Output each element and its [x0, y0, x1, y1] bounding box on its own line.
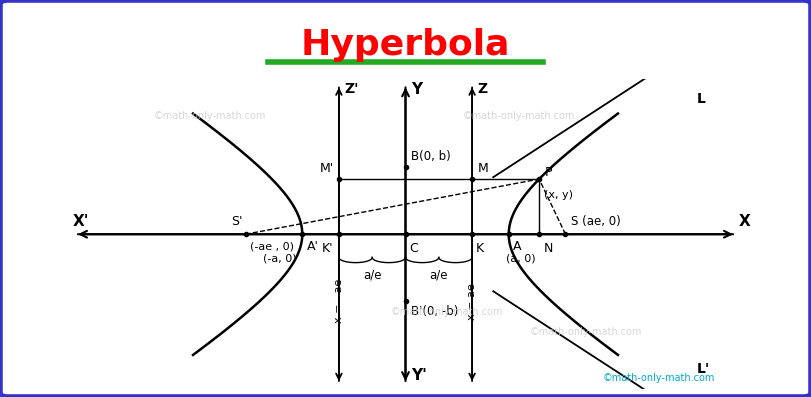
Text: N: N: [543, 242, 552, 255]
Text: L': L': [697, 362, 710, 376]
Text: X': X': [73, 214, 89, 229]
Text: K': K': [322, 242, 334, 255]
Text: S (ae, 0): S (ae, 0): [571, 214, 620, 227]
Text: Z: Z: [477, 82, 487, 96]
Text: x = ae: x = ae: [467, 283, 477, 320]
Text: M': M': [320, 162, 334, 175]
Text: C: C: [410, 242, 418, 255]
Text: ©math-only-math.com: ©math-only-math.com: [463, 110, 575, 121]
Text: S': S': [231, 214, 243, 227]
Text: L: L: [697, 93, 706, 106]
Text: K: K: [476, 242, 484, 255]
Text: (-a, 0): (-a, 0): [264, 254, 297, 264]
Text: ©math-only-math.com: ©math-only-math.com: [391, 306, 503, 317]
Text: M: M: [477, 162, 488, 175]
Text: (a, 0): (a, 0): [506, 254, 536, 264]
Text: A': A': [307, 241, 319, 253]
Text: Z': Z': [344, 82, 358, 96]
Text: B'(0, -b): B'(0, -b): [410, 305, 458, 318]
Text: B(0, b): B(0, b): [410, 150, 450, 163]
Text: ©math-only-math.com: ©math-only-math.com: [603, 373, 715, 383]
Text: Y': Y': [410, 368, 427, 383]
Text: a/e: a/e: [430, 269, 448, 282]
Text: A: A: [513, 241, 521, 253]
Text: Hyperbola: Hyperbola: [301, 28, 510, 62]
Text: (x, y): (x, y): [544, 191, 573, 200]
Text: ©math-only-math.com: ©math-only-math.com: [153, 110, 265, 121]
Text: Y: Y: [410, 82, 422, 97]
Text: a/e: a/e: [363, 269, 381, 282]
Text: (-ae , 0): (-ae , 0): [250, 242, 294, 252]
Text: P: P: [544, 166, 551, 179]
Text: x = - ae: x = - ae: [334, 279, 344, 324]
Text: ©math-only-math.com: ©math-only-math.com: [530, 327, 642, 337]
Text: X: X: [738, 214, 750, 229]
